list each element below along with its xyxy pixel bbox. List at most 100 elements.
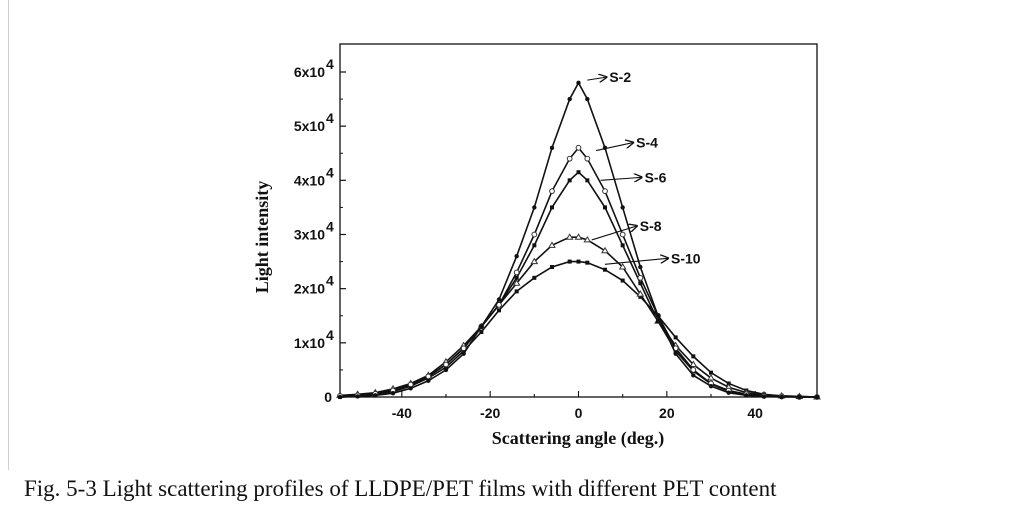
series-s-6 xyxy=(338,170,819,399)
data-point xyxy=(797,394,802,400)
data-point xyxy=(460,345,467,352)
data-point xyxy=(512,279,521,286)
data-point xyxy=(549,188,555,195)
data-point xyxy=(575,144,582,151)
series-line xyxy=(339,260,818,398)
data-point xyxy=(584,155,591,162)
data-point xyxy=(638,294,643,299)
series-line xyxy=(339,81,817,398)
data-point xyxy=(373,393,378,398)
data-point xyxy=(585,260,590,265)
data-point xyxy=(461,351,466,356)
series-s-2 xyxy=(337,80,820,400)
data-point xyxy=(550,265,554,269)
data-point xyxy=(637,274,644,281)
data-point xyxy=(656,319,660,324)
annotation-label-s-2: S-2 xyxy=(609,69,631,85)
left-border-line xyxy=(8,0,9,470)
data-point xyxy=(576,259,581,264)
data-point xyxy=(426,378,431,383)
data-point xyxy=(532,275,537,280)
data-point xyxy=(638,281,643,286)
data-point xyxy=(548,241,556,248)
data-point xyxy=(585,96,590,102)
y-tick-label: 6x10 xyxy=(294,64,325,80)
data-point xyxy=(567,178,572,183)
series-line xyxy=(339,171,817,398)
data-point xyxy=(443,367,449,373)
data-point xyxy=(576,80,581,86)
figure-caption: Fig. 5-3 Light scattering profiles of LL… xyxy=(24,476,777,501)
y-axis-title: Light intensity xyxy=(252,181,272,294)
y-tick-label: 0 xyxy=(324,389,332,405)
y-tick-exponent: 4 xyxy=(326,327,334,343)
annotation-label-s-4: S-4 xyxy=(636,135,658,151)
data-point xyxy=(567,96,572,102)
data-point xyxy=(479,330,484,334)
data-point xyxy=(583,235,592,243)
data-point xyxy=(603,205,607,210)
data-point xyxy=(425,373,432,380)
data-point xyxy=(532,205,537,210)
data-point xyxy=(601,246,609,254)
data-point xyxy=(390,391,396,396)
data-point xyxy=(496,302,502,308)
data-point xyxy=(673,351,678,356)
data-point xyxy=(496,297,502,302)
data-point xyxy=(691,373,696,378)
data-point xyxy=(513,269,520,276)
annotation-label-s-10: S-10 xyxy=(671,250,701,266)
plot-frame xyxy=(339,43,818,398)
annotation-arrow xyxy=(587,77,606,80)
y-tick-exponent: 4 xyxy=(326,164,334,180)
annotation-arrow xyxy=(604,258,668,265)
annotation-arrow xyxy=(596,143,633,152)
y-tick-exponent: 4 xyxy=(326,56,334,72)
data-point xyxy=(574,233,583,240)
y-tick-label: 1x10 xyxy=(294,335,325,351)
data-point xyxy=(565,233,574,240)
y-tick-label: 2x10 xyxy=(294,281,325,297)
data-point xyxy=(603,267,607,272)
data-point xyxy=(726,390,731,395)
x-tick-label: 20 xyxy=(659,405,675,421)
x-axis: -40 -20 0 20 40 xyxy=(357,391,800,421)
data-point xyxy=(689,360,698,367)
data-point xyxy=(602,188,608,195)
data-point xyxy=(567,259,572,264)
data-point xyxy=(691,354,696,359)
data-point xyxy=(566,155,573,162)
series-layer xyxy=(336,80,821,400)
data-point xyxy=(355,394,360,399)
data-point xyxy=(497,308,501,313)
data-point xyxy=(619,231,626,238)
x-axis-title: Scattering angle (deg.) xyxy=(492,428,664,449)
y-tick-label: 5x10 xyxy=(294,118,325,134)
data-point xyxy=(708,383,714,389)
data-point xyxy=(707,374,715,381)
y-tick-exponent: 4 xyxy=(326,273,334,289)
annotation-arrow xyxy=(591,226,637,241)
data-point xyxy=(576,170,581,175)
data-point xyxy=(531,231,538,238)
data-point xyxy=(549,145,555,151)
annotations: S-2 S-4 S-6 S-8 S-10 xyxy=(587,69,701,266)
data-point xyxy=(514,275,519,280)
data-point xyxy=(618,263,627,270)
series-s-8 xyxy=(336,233,821,400)
data-point xyxy=(337,394,343,400)
data-point xyxy=(779,394,784,400)
data-point xyxy=(814,394,820,400)
y-tick-label: 4x10 xyxy=(294,172,325,188)
data-point xyxy=(514,289,519,294)
x-tick-label: -40 xyxy=(392,405,412,421)
data-point xyxy=(709,370,713,375)
data-point xyxy=(479,324,484,329)
annotation-label-s-6: S-6 xyxy=(645,169,667,185)
data-point xyxy=(655,313,661,318)
data-point xyxy=(620,243,625,248)
annotation-arrow xyxy=(600,177,642,180)
